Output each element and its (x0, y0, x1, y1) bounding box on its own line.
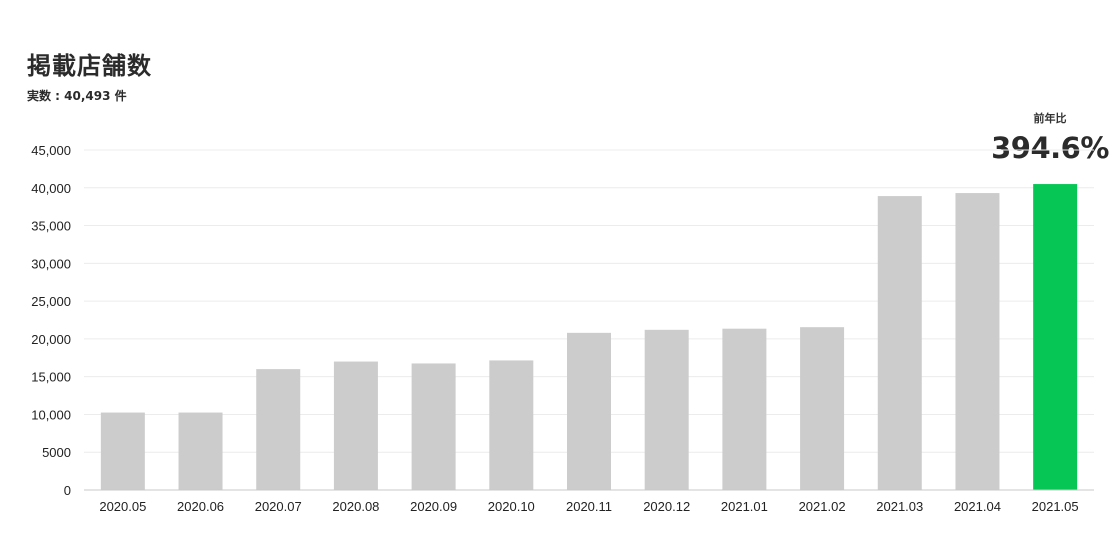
x-tick-labels: 2020.05 2020.06 2020.07 2020.08 2020.09 2020.… (99, 499, 1078, 514)
x-tick-label: 2020.07 (255, 499, 302, 514)
y-tick-label: 15,000 (31, 370, 71, 385)
x-tick-label: 2020.12 (643, 499, 690, 514)
chart-title: 掲載店舗数 (27, 52, 152, 80)
bar-2020.10 (489, 360, 534, 490)
y-tick-label: 10,000 (31, 407, 71, 422)
bar-2020.06 (178, 412, 223, 490)
x-tick-label: 2021.01 (721, 499, 768, 514)
y-tick-label: 5000 (42, 445, 71, 460)
x-tick-label: 2021.02 (799, 499, 846, 514)
bar-2020.09 (411, 363, 456, 490)
bar-2021.01 (722, 328, 767, 490)
x-tick-label: 2020.08 (332, 499, 379, 514)
y-tick-label: 25,000 (31, 294, 71, 309)
yoy-value: 394.6% (991, 131, 1109, 165)
x-tick-label: 2020.06 (177, 499, 224, 514)
actual-count-subtitle: 実数 : 40,493 件 (27, 89, 127, 103)
y-tick-label: 0 (64, 483, 71, 498)
y-tick-label: 40,000 (31, 181, 71, 196)
y-tick-label: 35,000 (31, 219, 71, 234)
x-tick-label: 2020.11 (566, 499, 612, 514)
bar-2020.12 (644, 329, 689, 490)
y-tick-label: 30,000 (31, 256, 71, 271)
bar-2020.07 (256, 369, 301, 490)
y-tick-label: 45,000 (31, 143, 71, 158)
y-tick-label: 20,000 (31, 332, 71, 347)
x-tick-label: 2021.03 (876, 499, 923, 514)
bar-2021.02 (800, 327, 845, 490)
x-tick-label: 2020.09 (410, 499, 457, 514)
bar-2020.11 (567, 332, 611, 490)
y-tick-labels: 0 5000 10,000 15,000 20,000 25,000 30,000 35,00… (31, 143, 71, 498)
bars (100, 184, 1078, 491)
bar-2020.05 (100, 412, 145, 490)
bar-2021.04 (955, 193, 1000, 491)
x-tick-label: 2020.10 (488, 499, 535, 514)
bar-2020.08 (333, 361, 378, 490)
x-tick-label: 2020.05 (99, 499, 146, 514)
yoy-label: 前年比 (1033, 112, 1067, 125)
x-tick-label: 2021.04 (954, 499, 1001, 514)
bar-2021.03 (877, 196, 922, 491)
x-tick-label: 2021.05 (1032, 499, 1079, 514)
bar-2021.05 (1033, 184, 1078, 490)
